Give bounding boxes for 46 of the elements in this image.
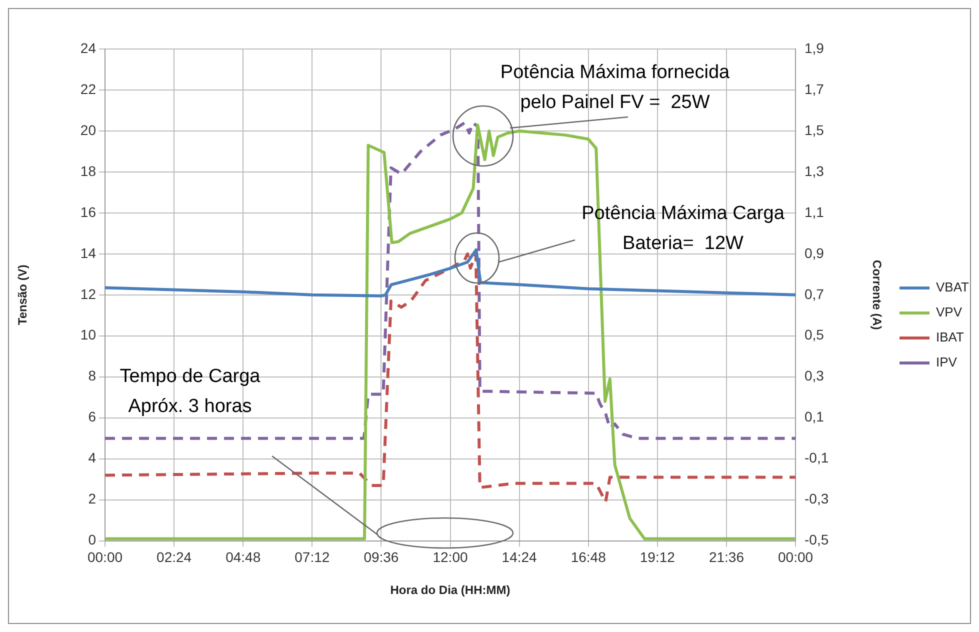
y-tick-label: 24 [80, 40, 96, 56]
x-tick-label: 12:00 [432, 549, 468, 566]
y2-tick-label: 1,1 [804, 204, 824, 220]
y2-tick-label: 0,1 [804, 408, 824, 425]
x-tick-label: 14:24 [502, 549, 538, 566]
y-tick-label: 20 [80, 122, 96, 138]
x-tick-label: 07:12 [294, 549, 330, 566]
y2-tick-label: 0,5 [804, 326, 824, 343]
y2-tick-label: 0,3 [804, 368, 824, 384]
y2-tick-label: -0,1 [804, 450, 829, 466]
y2-tick-label: 0,7 [804, 286, 824, 302]
y2-tick-label: -0,3 [804, 490, 829, 507]
legend-label: IPV [936, 354, 958, 370]
legend-label: VBAT [936, 280, 970, 295]
x-tick-label: 19:12 [640, 549, 676, 566]
y-tick-label: 22 [80, 80, 96, 97]
y-tick-label: 16 [80, 204, 96, 220]
y-tick-label: 10 [80, 326, 96, 343]
annotation: Tempo de Carga Apróx. 3 horas [120, 366, 261, 418]
x-tick-label: 00:00 [87, 549, 123, 566]
x-tick-label: 21:36 [708, 549, 744, 566]
x-tick-label: 16:48 [570, 549, 606, 566]
y-tick-label: 18 [80, 162, 96, 179]
y-axis-title: Tensão (V) [16, 264, 30, 326]
x-axis-title: Hora do Dia (HH:MM) [390, 583, 510, 598]
y2-tick-label: 0,9 [804, 244, 824, 261]
y-tick-label: 8 [88, 368, 96, 384]
annotation: Potência Máxima fornecida pelo Painel FV = 25W [500, 62, 730, 114]
x-tick-label: 02:24 [156, 549, 192, 566]
x-tick-label: 04:48 [226, 549, 261, 566]
y-tick-label: 4 [88, 450, 96, 466]
y-tick-label: 14 [80, 244, 96, 261]
y-tick-label: 2 [88, 490, 96, 507]
y2-tick-label: 1,9 [804, 40, 824, 56]
legend-label: IBAT [936, 330, 964, 345]
y2-tick-label: 1,5 [804, 122, 824, 138]
y-tick-label: 6 [88, 408, 96, 425]
legend-label: VPV [936, 304, 962, 320]
y2-tick-label: 1,3 [804, 162, 824, 179]
y-tick-label: 12 [80, 286, 96, 302]
x-tick-label: 09:36 [364, 549, 399, 566]
y-tick-label: 0 [88, 532, 96, 548]
y2-axis-title: Corrente (A) [870, 260, 884, 330]
y2-tick-label: -0,5 [804, 532, 829, 548]
y2-tick-label: 1,7 [804, 80, 824, 97]
x-tick-label: 00:00 [778, 549, 814, 566]
